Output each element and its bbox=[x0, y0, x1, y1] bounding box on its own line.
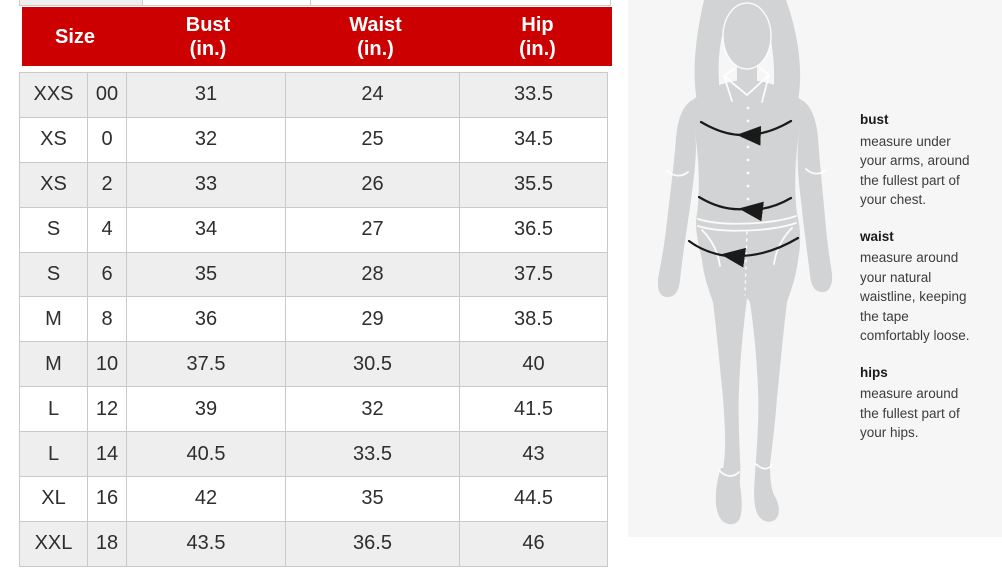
measurement-description: measure around the fullest part of your … bbox=[860, 386, 960, 440]
waist-cell: 25 bbox=[285, 116, 460, 163]
size-number-cell: 14 bbox=[87, 431, 127, 478]
hip-cell: 33.5 bbox=[459, 72, 608, 118]
bust-cell: 36 bbox=[126, 296, 286, 343]
waist-cell: 30.5 bbox=[285, 341, 460, 388]
measurement-instructions: bust measure under your arms, around the… bbox=[860, 110, 980, 460]
hip-cell: 38.5 bbox=[459, 296, 608, 343]
header-waist: Waist (in.) bbox=[288, 13, 463, 61]
header-waist-line1: Waist bbox=[349, 13, 402, 36]
size-chart-header: Size Bust (in.) Waist (in.) Hip (in.) bbox=[22, 7, 612, 66]
bust-cell: 43.5 bbox=[126, 520, 286, 567]
bust-cell: 34 bbox=[126, 206, 286, 253]
size-number-cell: 6 bbox=[87, 251, 127, 298]
hip-cell: 40 bbox=[459, 341, 608, 388]
size-letter-cell: XXL bbox=[19, 520, 88, 567]
waist-cell: 26 bbox=[285, 161, 460, 208]
size-number-cell: 00 bbox=[87, 72, 127, 118]
measurement-figure-panel: bust measure under your arms, around the… bbox=[628, 0, 1002, 537]
size-number-cell: 2 bbox=[87, 161, 127, 208]
table-row: XXL 18 43.5 36.5 46 bbox=[19, 520, 608, 567]
cropped-cell bbox=[143, 0, 311, 5]
table-row: L 14 40.5 33.5 43 bbox=[19, 431, 608, 478]
size-letter-cell: XS bbox=[19, 161, 88, 208]
measurement-section: bust measure under your arms, around the… bbox=[860, 110, 980, 210]
table-row: XXS 00 31 24 33.5 bbox=[19, 72, 608, 118]
hip-cell: 37.5 bbox=[459, 251, 608, 298]
measurement-section: hips measure around the fullest part of … bbox=[860, 363, 980, 443]
size-number-cell: 0 bbox=[87, 116, 127, 163]
hip-cell: 36.5 bbox=[459, 206, 608, 253]
hip-cell: 34.5 bbox=[459, 116, 608, 163]
size-letter-cell: S bbox=[19, 251, 88, 298]
size-letter-cell: XS bbox=[19, 116, 88, 163]
hip-cell: 46 bbox=[459, 520, 608, 567]
waist-cell: 35 bbox=[285, 476, 460, 522]
bust-cell: 35 bbox=[126, 251, 286, 298]
waist-cell: 27 bbox=[285, 206, 460, 253]
bust-cell: 42 bbox=[126, 476, 286, 522]
header-size: Size bbox=[22, 25, 128, 49]
table-row: M 8 36 29 38.5 bbox=[19, 296, 608, 343]
bust-cell: 37.5 bbox=[126, 341, 286, 388]
header-hip-line2: (in.) bbox=[519, 37, 556, 60]
waist-cell: 29 bbox=[285, 296, 460, 343]
measurement-section: waist measure around your natural waistl… bbox=[860, 227, 980, 346]
hip-cell: 35.5 bbox=[459, 161, 608, 208]
header-hip: Hip (in.) bbox=[463, 13, 612, 61]
header-bust: Bust (in.) bbox=[128, 13, 288, 61]
hip-cell: 43 bbox=[459, 431, 608, 478]
size-number-cell: 8 bbox=[87, 296, 127, 343]
waist-cell: 24 bbox=[285, 72, 460, 118]
bust-cell: 31 bbox=[126, 72, 286, 118]
size-letter-cell: L bbox=[19, 386, 88, 433]
table-row: XS 2 33 26 35.5 bbox=[19, 161, 608, 208]
table-row: M 10 37.5 30.5 40 bbox=[19, 341, 608, 388]
hip-cell: 44.5 bbox=[459, 476, 608, 522]
size-number-cell: 12 bbox=[87, 386, 127, 433]
measurement-description: measure under your arms, around the full… bbox=[860, 133, 970, 208]
body-silhouette-illustration bbox=[657, 0, 833, 525]
header-bust-line2: (in.) bbox=[189, 37, 227, 60]
bust-cell: 32 bbox=[126, 116, 286, 163]
table-row: S 6 35 28 37.5 bbox=[19, 251, 608, 298]
hip-cell: 41.5 bbox=[459, 386, 608, 433]
size-number-cell: 10 bbox=[87, 341, 127, 388]
measurement-description: measure around your natural waistline, k… bbox=[860, 250, 970, 343]
cropped-cell bbox=[20, 0, 143, 5]
size-letter-cell: M bbox=[19, 296, 88, 343]
waist-cell: 28 bbox=[285, 251, 460, 298]
header-bust-line1: Bust bbox=[185, 13, 231, 36]
header-waist-line2: (in.) bbox=[357, 37, 394, 60]
size-chart-table: XXS 00 31 24 33.5 XS 0 32 25 34.5 XS 2 3… bbox=[19, 72, 608, 567]
table-row: XL 16 42 35 44.5 bbox=[19, 476, 608, 522]
waist-cell: 33.5 bbox=[285, 431, 460, 478]
measurement-label: hips bbox=[860, 364, 888, 380]
header-size-label: Size bbox=[54, 25, 96, 48]
cropped-row-above bbox=[19, 0, 611, 6]
bust-cell: 40.5 bbox=[126, 431, 286, 478]
bust-cell: 39 bbox=[126, 386, 286, 433]
header-hip-line1: Hip bbox=[521, 13, 554, 36]
table-row: XS 0 32 25 34.5 bbox=[19, 116, 608, 163]
waist-cell: 32 bbox=[285, 386, 460, 433]
bust-cell: 33 bbox=[126, 161, 286, 208]
table-row: L 12 39 32 41.5 bbox=[19, 386, 608, 433]
size-letter-cell: M bbox=[19, 341, 88, 388]
size-letter-cell: XXS bbox=[19, 72, 88, 118]
size-letter-cell: XL bbox=[19, 476, 88, 522]
size-number-cell: 18 bbox=[87, 520, 127, 567]
size-number-cell: 4 bbox=[87, 206, 127, 253]
size-number-cell: 16 bbox=[87, 476, 127, 522]
size-letter-cell: L bbox=[19, 431, 88, 478]
cropped-cell bbox=[311, 0, 610, 5]
measurement-label: waist bbox=[860, 228, 894, 244]
table-row: S 4 34 27 36.5 bbox=[19, 206, 608, 253]
waist-cell: 36.5 bbox=[285, 520, 460, 567]
measurement-label: bust bbox=[860, 112, 889, 127]
size-letter-cell: S bbox=[19, 206, 88, 253]
